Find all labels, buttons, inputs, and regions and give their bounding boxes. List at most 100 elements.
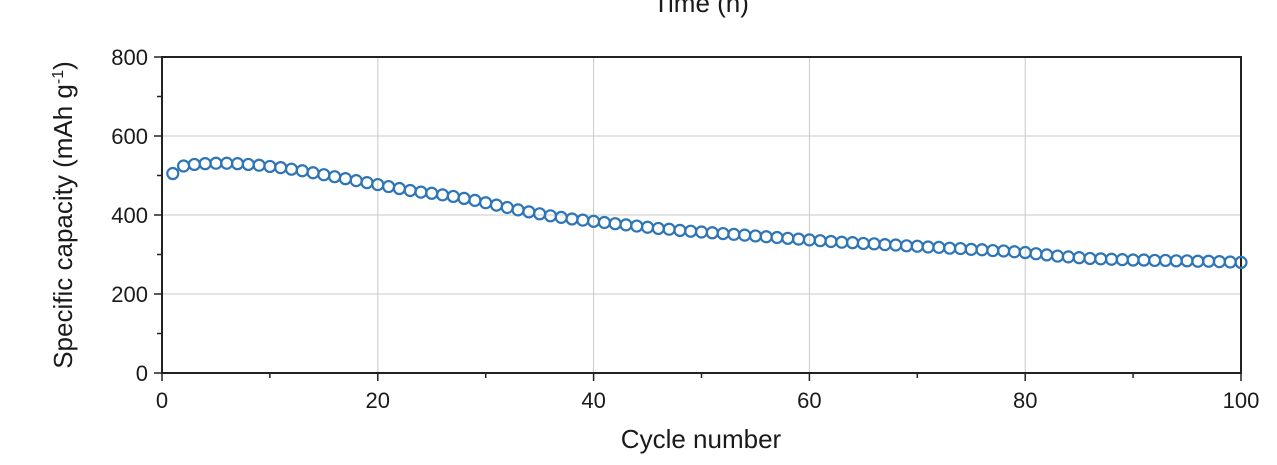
data-point — [1148, 253, 1162, 268]
data-point — [500, 200, 514, 215]
data-point — [554, 210, 568, 224]
data-point — [543, 209, 558, 223]
y-axis-title: Specific capacity (mAh g-1) — [48, 61, 78, 369]
data-point — [176, 159, 191, 173]
grid — [162, 57, 1241, 373]
data-point — [651, 221, 665, 236]
data-point — [1094, 252, 1108, 266]
data-point — [187, 157, 201, 172]
x-tick-label: 0 — [156, 388, 168, 413]
data-point — [997, 244, 1011, 258]
data-point — [457, 191, 471, 206]
data-point — [511, 203, 525, 217]
data-point — [1061, 250, 1075, 264]
data-point — [986, 243, 1000, 258]
data-point — [1007, 245, 1022, 259]
data-point — [727, 227, 741, 241]
ticks — [154, 56, 1242, 381]
data-point — [738, 228, 752, 242]
data-point — [770, 230, 784, 245]
data-point — [1234, 255, 1248, 269]
data-point — [824, 234, 838, 249]
data-point — [953, 241, 968, 256]
data-point — [630, 219, 644, 233]
data-point — [166, 166, 180, 181]
y-tick-label: 200 — [111, 282, 148, 307]
top-axis-title: Time (h) — [653, 0, 749, 18]
x-tick-label: 40 — [581, 388, 605, 413]
data-point — [748, 229, 763, 243]
data-point — [662, 222, 676, 236]
data-point — [943, 241, 957, 255]
data-point — [640, 220, 655, 234]
data-point — [705, 226, 719, 240]
data-point — [1029, 247, 1043, 261]
data-point — [867, 237, 881, 251]
data-point — [1169, 254, 1183, 268]
data-point — [1115, 253, 1129, 267]
data-point — [1104, 252, 1119, 266]
data-point — [781, 231, 795, 245]
data-point — [306, 166, 320, 180]
data-point — [435, 188, 450, 202]
data-point — [792, 232, 806, 246]
x-tick-label: 80 — [1013, 388, 1037, 413]
data-point — [1158, 253, 1173, 268]
data-point — [381, 179, 396, 194]
data-point — [425, 186, 439, 200]
y-axis-title-end: ) — [48, 61, 78, 70]
data-point — [1223, 255, 1237, 269]
y-axis-title-superscript: -1 — [50, 70, 67, 84]
data-point — [328, 170, 342, 184]
data-point — [684, 224, 698, 238]
data-point — [414, 185, 428, 199]
y-tick-label: 800 — [111, 45, 148, 70]
data-point — [921, 240, 935, 254]
x-tick-label: 100 — [1223, 388, 1260, 413]
data-point — [1072, 251, 1086, 265]
data-point — [360, 176, 374, 190]
data-point — [522, 205, 536, 219]
data-point — [932, 240, 946, 254]
data-point — [317, 168, 331, 182]
data-point — [597, 215, 611, 230]
data-point — [673, 223, 687, 238]
data-point — [1050, 249, 1065, 263]
data-point — [338, 172, 353, 186]
data-point — [910, 239, 924, 253]
data-point — [1180, 254, 1194, 268]
data-point — [576, 213, 590, 227]
data-point — [856, 236, 870, 251]
data-point — [1040, 248, 1054, 262]
x-tick-label: 20 — [366, 388, 390, 413]
data-point — [878, 238, 892, 252]
data-point — [468, 193, 482, 207]
data-point — [975, 243, 989, 257]
data-point — [392, 181, 406, 196]
x-tick-label: 60 — [797, 388, 821, 413]
data-point — [619, 218, 633, 232]
data-point — [274, 161, 288, 175]
data-point — [533, 207, 547, 221]
data-point — [964, 242, 978, 256]
data-point — [899, 239, 914, 253]
data-point — [263, 159, 277, 174]
data-point — [889, 238, 903, 252]
data-point — [403, 183, 417, 198]
data-point — [241, 157, 255, 172]
data-point — [694, 225, 709, 239]
data-point — [446, 189, 460, 204]
data-point — [489, 198, 504, 212]
data-point — [295, 164, 309, 178]
y-tick-label: 400 — [111, 203, 148, 228]
data-point — [230, 157, 245, 171]
data-point — [1191, 254, 1205, 268]
data-point — [813, 234, 827, 248]
data-point — [1212, 255, 1227, 269]
data-point — [252, 158, 266, 172]
data-point — [1202, 254, 1216, 268]
data-point — [608, 217, 622, 231]
data-point — [759, 230, 773, 244]
data-point — [284, 162, 299, 176]
